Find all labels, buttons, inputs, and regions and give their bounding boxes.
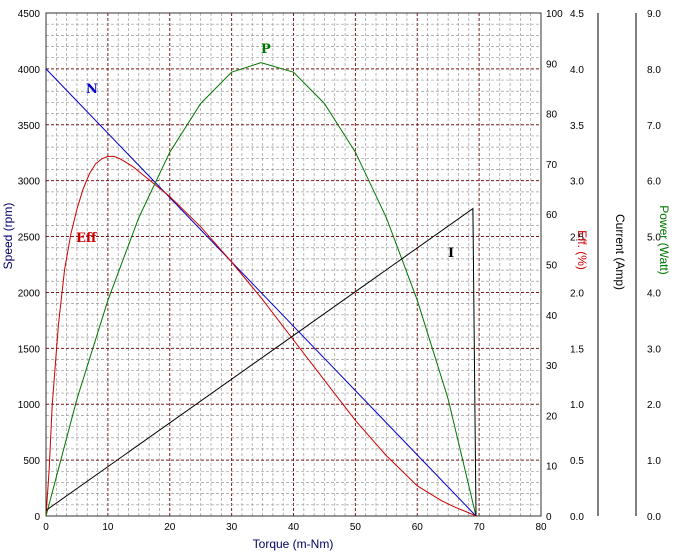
efficiency-tick-label: 90 <box>546 59 558 70</box>
series-line-p <box>45 62 477 517</box>
plot-frame <box>45 12 542 517</box>
current-tick-label: 4.5 <box>570 9 584 20</box>
speed-tick-label: 3000 <box>18 177 41 188</box>
series-line-i <box>45 207 477 517</box>
plot-border <box>45 12 542 517</box>
power-tick-label: 6.0 <box>647 177 661 188</box>
efficiency-tick-label: 0 <box>546 512 552 523</box>
x-tick-label: 10 <box>102 522 114 533</box>
current-tick-label: 0.0 <box>570 512 584 523</box>
x-axis-label: Torque (m-Nm) <box>253 537 334 551</box>
current-tick-label: 0.5 <box>570 456 584 467</box>
series-line-eff <box>45 155 477 517</box>
current-tick-label: 2.5 <box>570 233 584 244</box>
power-axis-label: Power (Watt) <box>657 205 671 275</box>
speed-tick-label: 3500 <box>18 121 41 132</box>
secondary-axes <box>597 13 637 516</box>
x-tick-label: 80 <box>535 522 547 533</box>
current-tick-label: 1.0 <box>570 400 584 411</box>
current-tick-label: 4.0 <box>570 65 584 76</box>
current-tick-label: 3.0 <box>570 177 584 188</box>
efficiency-tick-label: 70 <box>546 160 558 171</box>
x-tick-label: 30 <box>226 522 238 533</box>
power-tick-label: 7.0 <box>647 121 661 132</box>
x-tick-label: 0 <box>43 522 49 533</box>
x-tick-label: 70 <box>474 522 486 533</box>
speed-tick-label: 4000 <box>18 65 41 76</box>
power-tick-label: 2.0 <box>647 400 661 411</box>
current-tick-label: 2.0 <box>570 288 584 299</box>
efficiency-tick-label: 10 <box>546 462 558 473</box>
x-tick-label: 40 <box>288 522 300 533</box>
current-tick-label: 1.5 <box>570 344 584 355</box>
efficiency-tick-label: 100 <box>546 9 563 20</box>
speed-tick-label: 1000 <box>18 400 41 411</box>
power-tick-label: 5.0 <box>647 233 661 244</box>
series-label-i: I <box>448 246 454 261</box>
speed-tick-label: 2000 <box>18 288 41 299</box>
power-tick-label: 3.0 <box>647 344 661 355</box>
grid <box>46 13 541 516</box>
current-axis-label: Current (Amp) <box>613 214 627 290</box>
efficiency-tick-label: 40 <box>546 311 558 322</box>
power-tick-label: 9.0 <box>647 9 661 20</box>
power-tick-label: 8.0 <box>647 65 661 76</box>
power-tick-label: 4.0 <box>647 288 661 299</box>
speed-axis-label: Speed (rpm) <box>1 203 15 270</box>
speed-tick-label: 1500 <box>18 344 41 355</box>
efficiency-tick-label: 80 <box>546 110 558 121</box>
series-line-n <box>45 68 477 517</box>
current-tick-label: 3.5 <box>570 121 584 132</box>
series-label-eff: Eff <box>76 231 98 246</box>
series-label-p: P <box>261 42 271 57</box>
speed-tick-label: 4500 <box>18 9 41 20</box>
efficiency-tick-label: 20 <box>546 411 558 422</box>
speed-tick-label: 500 <box>23 456 40 467</box>
speed-tick-label: 0 <box>34 512 40 523</box>
power-tick-label: 0.0 <box>647 512 661 523</box>
tick-labels: 0 10 20 30 40 50 60 70 8005001000150020002500300… <box>18 9 662 533</box>
x-tick-label: 20 <box>164 522 176 533</box>
power-tick-label: 1.0 <box>647 456 661 467</box>
efficiency-tick-label: 50 <box>546 261 558 272</box>
speed-tick-label: 2500 <box>18 233 41 244</box>
x-tick-label: 60 <box>412 522 424 533</box>
x-tick-label: 50 <box>350 522 362 533</box>
efficiency-tick-label: 30 <box>546 361 558 372</box>
efficiency-axis-label: Eff. (%) <box>575 230 589 270</box>
series-group <box>45 62 477 517</box>
series-label-n: N <box>86 82 98 97</box>
efficiency-tick-label: 60 <box>546 210 558 221</box>
